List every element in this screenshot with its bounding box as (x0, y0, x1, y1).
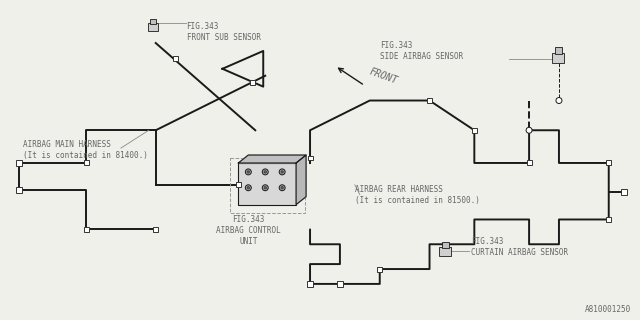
Text: AIRBAG MAIN HARNESS
(It is contained in 81400.): AIRBAG MAIN HARNESS (It is contained in … (23, 140, 148, 160)
Bar (84, 227, 88, 232)
Circle shape (154, 25, 157, 28)
Bar (84, 161, 88, 165)
Circle shape (555, 57, 557, 59)
Bar (17, 160, 22, 166)
Bar (238, 163, 296, 204)
Bar (307, 281, 313, 287)
Bar (472, 128, 477, 133)
Bar (236, 182, 241, 187)
Bar (555, 47, 562, 54)
Text: A810001250: A810001250 (584, 305, 630, 314)
Bar (621, 189, 627, 195)
Circle shape (245, 169, 252, 175)
Bar (148, 23, 157, 31)
Bar (377, 267, 382, 272)
Circle shape (245, 185, 252, 191)
Text: FIG.343
CURTAIN AIRBAG SENSOR: FIG.343 CURTAIN AIRBAG SENSOR (471, 237, 568, 257)
Bar (606, 161, 611, 165)
Text: FIG.343
SIDE AIRBAG SENSOR: FIG.343 SIDE AIRBAG SENSOR (380, 41, 463, 61)
Circle shape (264, 187, 266, 189)
Text: FRONT: FRONT (368, 66, 399, 85)
Bar (440, 247, 451, 256)
Circle shape (447, 251, 450, 253)
Bar (230, 158, 305, 212)
Circle shape (262, 169, 268, 175)
Bar (153, 227, 158, 232)
Bar (150, 19, 156, 24)
Bar (337, 281, 343, 287)
Circle shape (281, 171, 284, 173)
Text: FIG.343
AIRBAG CONTROL
UNIT: FIG.343 AIRBAG CONTROL UNIT (216, 214, 281, 246)
Bar (527, 161, 532, 165)
Circle shape (442, 251, 445, 253)
Circle shape (247, 171, 250, 173)
Text: FIG.343
FRONT SUB SENSOR: FIG.343 FRONT SUB SENSOR (187, 22, 260, 42)
Circle shape (526, 127, 532, 133)
Bar (308, 156, 312, 161)
Circle shape (560, 57, 562, 59)
Bar (442, 242, 449, 248)
Polygon shape (296, 155, 306, 204)
Circle shape (279, 185, 285, 191)
Bar (17, 187, 22, 193)
Circle shape (150, 25, 152, 28)
Circle shape (279, 169, 285, 175)
Circle shape (247, 187, 250, 189)
Circle shape (262, 185, 268, 191)
Circle shape (556, 98, 562, 103)
Bar (173, 56, 178, 61)
Text: AIRBAG REAR HARNESS
(It is contained in 81500.): AIRBAG REAR HARNESS (It is contained in … (355, 185, 480, 205)
Circle shape (281, 187, 284, 189)
Bar (606, 217, 611, 222)
Bar (552, 53, 564, 63)
Polygon shape (238, 155, 306, 163)
Bar (250, 80, 255, 85)
Circle shape (264, 171, 266, 173)
Bar (427, 98, 432, 103)
